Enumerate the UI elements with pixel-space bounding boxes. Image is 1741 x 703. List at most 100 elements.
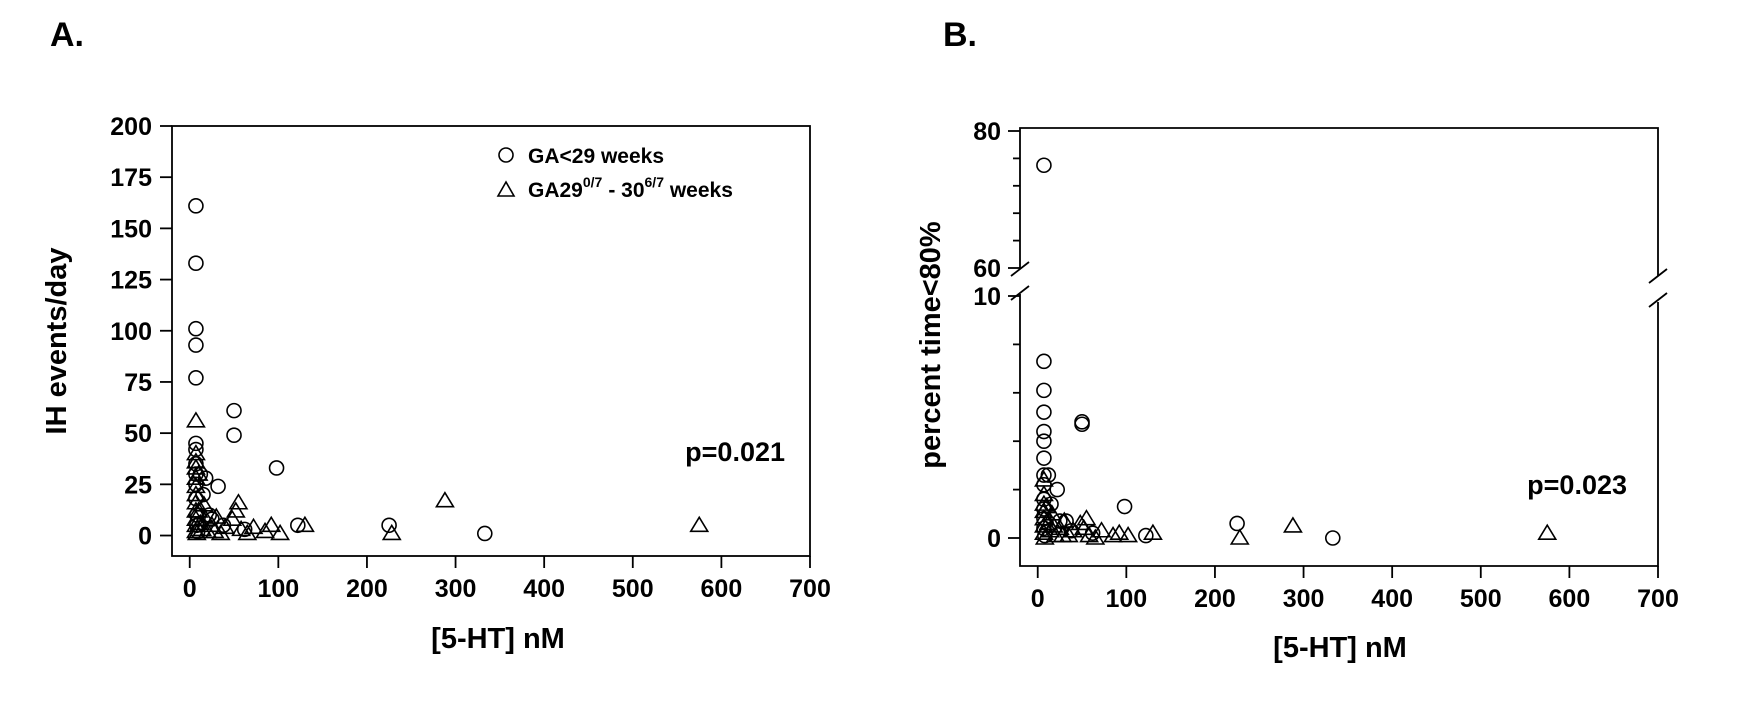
panel-b-y-tick-label: 60 bbox=[973, 255, 1001, 283]
panel-b-point-triangle bbox=[1283, 516, 1303, 533]
panel-b-point-triangle bbox=[1038, 513, 1059, 531]
panel-b-x-axis-title: [5-HT] nM bbox=[1273, 632, 1407, 664]
panel-a-y-tick-label: 200 bbox=[110, 113, 152, 141]
panel-b-point-circle bbox=[1036, 423, 1052, 440]
panel-b-x-axis: 0 100 200 300 400 500 600 700 bbox=[1031, 566, 1679, 613]
panel-b-x-tick-label: 500 bbox=[1460, 585, 1502, 613]
panel-b-axis-break-right-lower bbox=[1648, 292, 1668, 308]
panel-b-letter: B. bbox=[943, 16, 977, 54]
panel-b-x-tick-label: 300 bbox=[1283, 585, 1325, 613]
panel-b-x-tick-label: 100 bbox=[1105, 585, 1147, 613]
panel-a-point-triangle bbox=[186, 411, 206, 428]
panel-a-point-circle bbox=[476, 525, 493, 542]
panel-a-point-circle bbox=[226, 427, 242, 443]
panel-b-point-circle bbox=[1036, 433, 1052, 450]
panel-a-x-tick-label: 100 bbox=[257, 575, 299, 603]
panel-a-point-circle bbox=[226, 402, 242, 419]
panel-b-x-tick-label: 200 bbox=[1194, 585, 1236, 613]
panel-a-point-triangle bbox=[193, 495, 214, 512]
panel-a-x-tick-label: 700 bbox=[789, 575, 831, 603]
panel-b-point-triangle bbox=[1537, 523, 1558, 540]
panel-a-point-circle bbox=[268, 460, 285, 476]
panel-b-x-tick-label: 700 bbox=[1637, 585, 1679, 613]
panel-a-p-value: p=0.021 bbox=[685, 437, 785, 467]
panel-b-y-tick-label: 0 bbox=[987, 525, 1001, 553]
legend-label-ga-under-29: GA<29 weeks bbox=[528, 145, 664, 168]
panel-a-y-axis: 0 25 50 75 100 125 150 175 200 bbox=[110, 113, 172, 551]
panel-b-point-circle bbox=[1116, 498, 1133, 515]
panel-a-point-triangle bbox=[381, 523, 402, 541]
panel-a-point-triangle bbox=[186, 509, 206, 526]
panel-b-axis-break-left-upper bbox=[1010, 261, 1030, 277]
panel-b-point-triangle bbox=[1118, 526, 1139, 543]
panel-b-point-circle bbox=[1138, 527, 1154, 544]
panel-a-x-tick-label: 0 bbox=[183, 575, 197, 603]
panel-a-point-triangle bbox=[689, 515, 710, 533]
panel-b-x-tick-label: 0 bbox=[1031, 585, 1045, 613]
panel-b-point-circle bbox=[1036, 353, 1052, 370]
panel-a-point-triangle bbox=[261, 515, 282, 533]
panel-b-point-circle bbox=[1229, 515, 1245, 532]
panel-b-x-tick-label: 400 bbox=[1371, 585, 1413, 613]
panel-a-point-circle bbox=[290, 517, 306, 534]
panel-b-point-triangle bbox=[1054, 511, 1075, 528]
panel-a-y-tick-label: 0 bbox=[138, 523, 152, 551]
panel-a-point-circle bbox=[188, 198, 204, 214]
panel-b-point-circle bbox=[1036, 157, 1052, 174]
panel-a-point-circle bbox=[236, 521, 253, 538]
panel-b-point-circle bbox=[1036, 404, 1052, 420]
panel-a-x-tick-label: 500 bbox=[612, 575, 654, 603]
panel-b-p-value: p=0.023 bbox=[1527, 470, 1627, 500]
panel-b-y-tick-label: 80 bbox=[973, 118, 1001, 146]
panel-a-y-tick-label: 50 bbox=[124, 420, 152, 448]
panel-b-data-points bbox=[1034, 157, 1558, 546]
panel-a: A. 0 25 50 75 100 125 150 175 200 0 100 200 300 400 5… bbox=[41, 16, 831, 655]
panel-a-x-axis: 0 100 200 300 400 500 600 700 bbox=[183, 556, 831, 603]
panel-a-y-axis-title: IH events/day bbox=[41, 248, 73, 435]
panel-a-y-tick-label: 75 bbox=[124, 369, 152, 397]
panel-b-point-triangle bbox=[1229, 528, 1250, 545]
panel-b-point-triangle bbox=[1076, 509, 1097, 526]
panel-b-point-triangle bbox=[1073, 518, 1094, 536]
panel-a-point-circle bbox=[188, 320, 204, 337]
panel-b-axis-break-right-upper bbox=[1648, 268, 1668, 284]
panel-a-point-triangle bbox=[435, 491, 455, 508]
panel-a-point-triangle bbox=[186, 452, 206, 469]
panel-a-point-triangle bbox=[222, 509, 243, 526]
panel-b-point-circle bbox=[1036, 382, 1052, 399]
panel-a-point-triangle bbox=[237, 523, 258, 541]
panel-a-point-circle bbox=[197, 470, 214, 486]
panel-a-point-circle bbox=[188, 337, 204, 353]
panel-a-point-circle bbox=[188, 370, 204, 386]
panel-a-point-triangle bbox=[243, 517, 264, 535]
panel-a-y-tick-label: 125 bbox=[110, 267, 152, 295]
panel-a-point-circle bbox=[188, 435, 204, 452]
panel-a-point-circle bbox=[210, 478, 226, 495]
panel-a-point-triangle bbox=[192, 519, 213, 537]
panel-a-point-triangle bbox=[228, 493, 249, 510]
panel-a-y-tick-label: 175 bbox=[110, 164, 152, 192]
legend-triangle-marker bbox=[496, 180, 516, 197]
panel-a-point-triangle bbox=[190, 513, 211, 531]
panel-a-point-triangle bbox=[188, 464, 209, 481]
panel-a-point-triangle bbox=[186, 476, 206, 494]
panel-b-point-triangle bbox=[1103, 526, 1123, 543]
panel-b-x-tick-label: 600 bbox=[1549, 585, 1591, 613]
panel-a-y-tick-label: 25 bbox=[124, 471, 152, 499]
panel-a-plot-frame bbox=[171, 125, 811, 557]
panel-b-point-triangle bbox=[1142, 523, 1163, 540]
panel-a-letter: A. bbox=[50, 16, 84, 54]
panel-a-data-points bbox=[186, 198, 710, 542]
panel-a-point-triangle bbox=[201, 515, 222, 533]
panel-a-point-triangle bbox=[270, 523, 291, 541]
panel-a-x-tick-label: 200 bbox=[346, 575, 388, 603]
panel-b-point-triangle bbox=[1034, 484, 1054, 502]
panel-a-point-triangle bbox=[294, 515, 315, 533]
panel-b-plot-frame bbox=[1019, 127, 1659, 567]
panel-a-point-circle bbox=[381, 517, 397, 534]
panel-a-point-triangle bbox=[206, 507, 227, 524]
panel-b-point-circle bbox=[1049, 481, 1066, 498]
